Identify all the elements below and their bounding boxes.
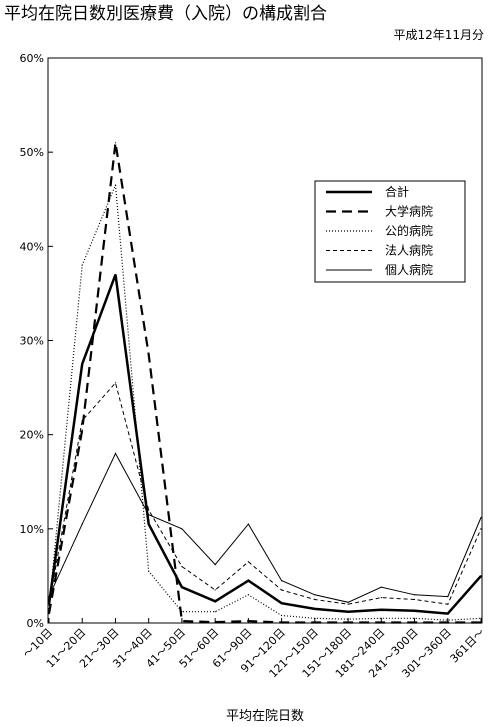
x-tick-label: 361日～	[448, 626, 488, 666]
series-1-point	[181, 620, 183, 622]
series-3-point	[48, 603, 50, 605]
series-0-point	[447, 613, 449, 615]
series-2-point	[214, 611, 216, 613]
series-1-point	[347, 621, 349, 624]
chart-title: 平均在院日数別医療費（入院）の構成割合	[4, 4, 327, 24]
series-4-point	[48, 596, 50, 598]
series-0-point	[480, 575, 482, 577]
series-3-point	[114, 382, 117, 384]
series-4-point	[347, 601, 349, 603]
series-0-point	[347, 611, 349, 613]
series-4-point	[114, 452, 117, 455]
series-1-point	[247, 620, 249, 622]
series-1-point	[81, 429, 83, 431]
series-1-point	[114, 142, 117, 144]
series-0-point	[81, 363, 83, 365]
y-tick-label: 20%	[20, 429, 44, 442]
series-1-point	[281, 621, 283, 624]
series-2-point	[181, 611, 183, 613]
series-0-point	[314, 608, 316, 610]
series-2-point	[314, 617, 316, 619]
y-tick-label: 40%	[20, 240, 44, 253]
series-1-point	[447, 621, 449, 624]
x-axis-label: 平均在院日数	[226, 709, 304, 724]
series-3-point	[380, 597, 382, 599]
series-0-point	[281, 602, 283, 604]
series-4-point	[214, 564, 216, 566]
series-0-point	[181, 586, 183, 588]
series-4-point	[314, 594, 316, 596]
legend-label: 合計	[385, 184, 409, 199]
series-1-point	[214, 621, 216, 623]
legend-label: 大学病院	[385, 204, 433, 219]
series-0-point	[380, 609, 382, 611]
series-2-point	[48, 608, 50, 610]
series-1-point	[148, 354, 150, 356]
series-1-point	[314, 621, 316, 624]
legend-label: 法人病院	[385, 243, 433, 258]
series-line-3	[48, 381, 482, 605]
y-tick-label: 50%	[20, 146, 44, 159]
series-4-point	[181, 528, 183, 530]
series-line-1	[47, 142, 481, 624]
series-line-0	[47, 274, 482, 615]
series-3-point	[347, 603, 349, 605]
series-3-point	[81, 419, 83, 422]
series-0-point	[247, 580, 249, 582]
plot-frame	[47, 57, 483, 624]
series-3-point	[314, 598, 316, 601]
series-2-point	[447, 619, 449, 621]
series-1-point	[413, 621, 416, 624]
series-2-point	[480, 617, 482, 619]
y-tick-label: 60%	[20, 52, 44, 65]
series-2-point	[413, 617, 416, 619]
series-0-point	[114, 274, 117, 276]
series-layer	[47, 142, 482, 624]
series-3-point	[413, 598, 416, 601]
series-2-point	[281, 614, 283, 617]
y-tick-label: 0%	[27, 617, 44, 630]
series-0-point	[148, 523, 150, 525]
series-2-point	[347, 618, 349, 620]
y-axis: 0% 10% 20% 30% 40% 50% 60%	[20, 52, 53, 630]
series-3-point	[281, 589, 283, 591]
series-2-point	[81, 264, 83, 266]
series-1-point	[380, 621, 382, 624]
series-3-point	[148, 509, 150, 511]
legend-label: 個人病院	[385, 262, 433, 277]
series-4-point	[447, 596, 449, 598]
series-4-point	[148, 514, 150, 516]
y-tick-label: 30%	[20, 335, 44, 348]
series-2-point	[247, 594, 249, 596]
series-line-4	[48, 452, 482, 603]
series-4-point	[81, 523, 83, 525]
series-2-point	[148, 570, 150, 572]
series-4-point	[380, 586, 382, 588]
series-4-point	[281, 580, 283, 582]
series-1-point	[48, 613, 50, 615]
chart-subtitle: 平成12年11月分	[393, 28, 484, 42]
series-3-point	[247, 561, 249, 563]
series-4-point	[247, 523, 249, 525]
series-3-point	[447, 603, 449, 605]
y-tick-label: 10%	[20, 523, 44, 536]
x-axis: ～10日11～20日21～30日31～40日41～50日51～60日61～90日…	[20, 618, 487, 680]
series-1-point	[480, 621, 482, 624]
series-3-point	[214, 589, 216, 591]
series-3-point	[480, 528, 482, 530]
series-2-point	[114, 184, 117, 186]
series-0-point	[214, 600, 216, 602]
series-2-point	[380, 617, 382, 619]
series-3-point	[181, 565, 183, 568]
legend-label: 公的病院	[385, 223, 433, 238]
series-0-point	[413, 610, 416, 612]
legend-box	[314, 180, 466, 283]
series-4-point	[413, 594, 416, 596]
series-4-point	[480, 516, 482, 519]
